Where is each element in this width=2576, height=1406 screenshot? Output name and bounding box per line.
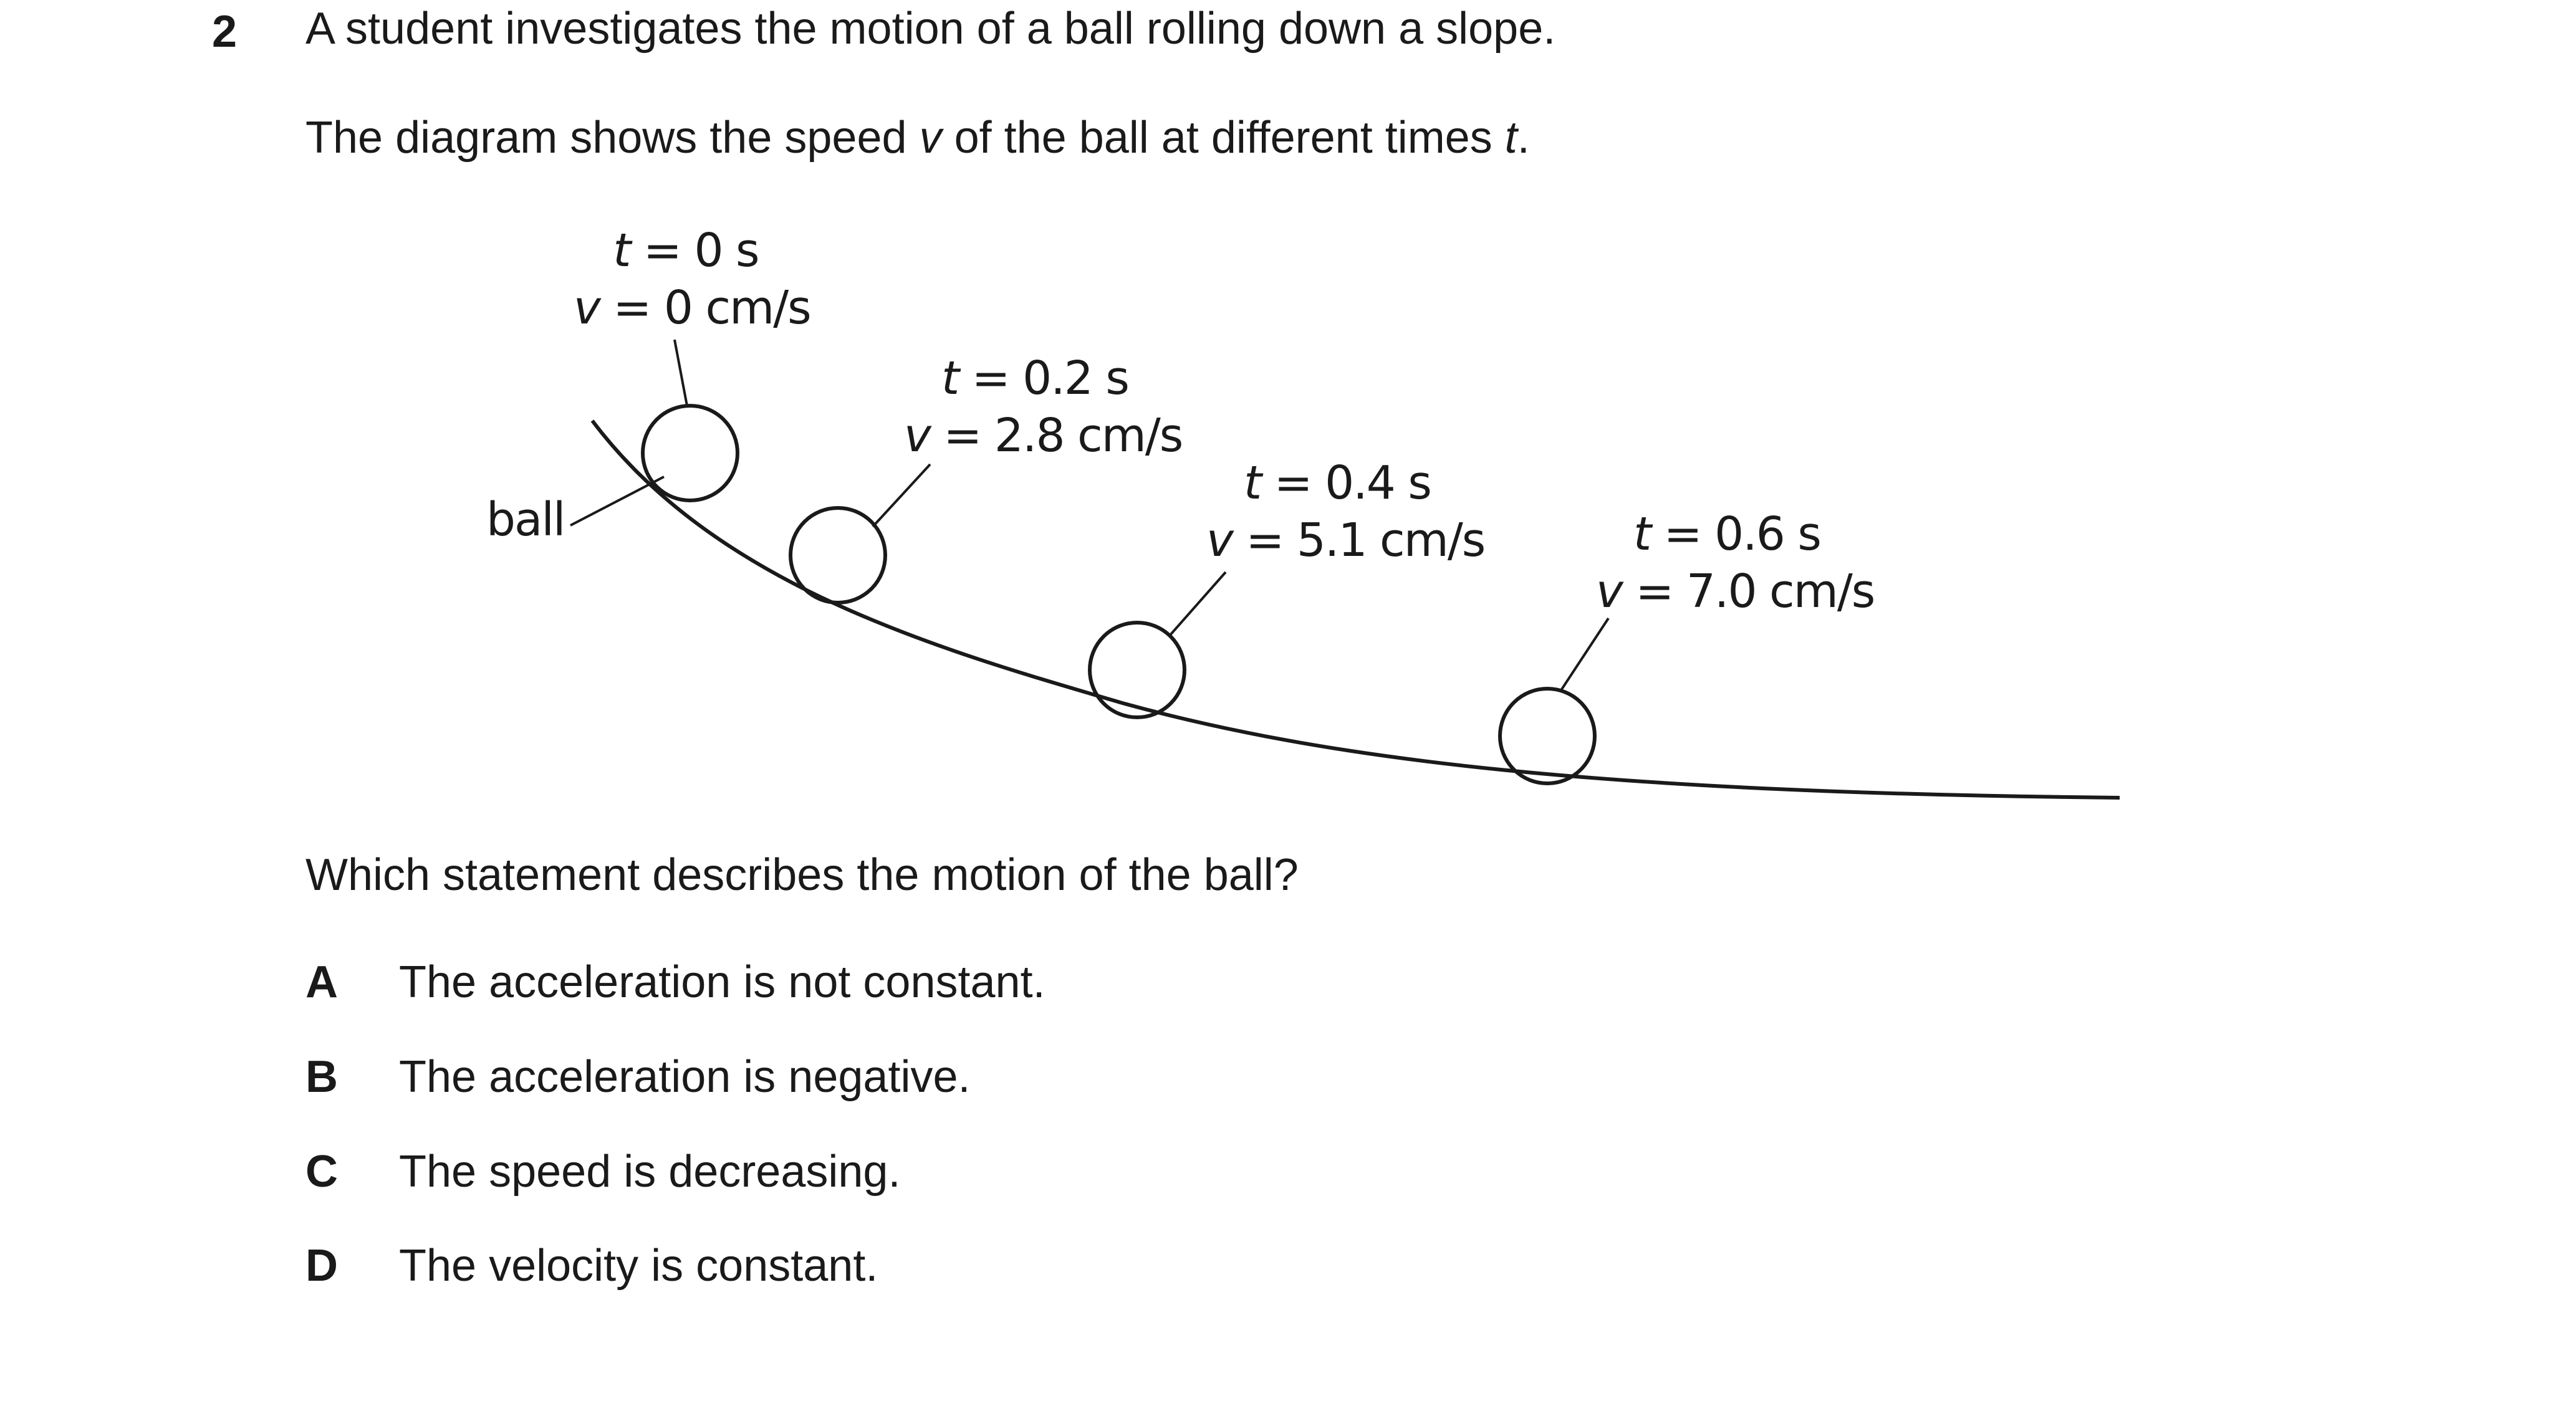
label-t0-speed: v = 0 cm/s — [574, 281, 812, 335]
slope-diagram — [570, 339, 2120, 800]
label-t02-time: t = 0.2 s — [941, 352, 1130, 405]
leader-t0 — [673, 339, 688, 406]
option-b-letter: B — [305, 1052, 338, 1102]
ball-t06 — [1498, 687, 1597, 785]
label-t04: t = 0.4 s v = 5.1 cm/s — [1206, 456, 1486, 567]
option-b-text: The acceleration is negative. — [399, 1052, 971, 1102]
label-t02-speed: v = 2.8 cm/s — [904, 409, 1183, 462]
ball-t04 — [1088, 621, 1186, 719]
label-t06-speed: v = 7.0 cm/s — [1596, 565, 1875, 618]
label-t0: t = 0 s v = 0 cm/s — [574, 224, 812, 335]
ball-t0 — [641, 404, 739, 502]
leader-t02 — [872, 463, 931, 528]
ball-label: ball — [486, 493, 565, 547]
option-d-text: The velocity is constant. — [399, 1241, 878, 1291]
label-t06: t = 0.6 s v = 7.0 cm/s — [1596, 507, 1875, 618]
option-c-text: The speed is decreasing. — [399, 1147, 901, 1197]
label-t04-speed: v = 5.1 cm/s — [1206, 514, 1486, 567]
leader-t06 — [1560, 617, 1610, 691]
option-a-text: The acceleration is not constant. — [399, 957, 1045, 1007]
label-t06-time: t = 0.6 s — [1633, 507, 1822, 561]
label-t0-time: t = 0 s — [613, 224, 759, 277]
option-d-letter: D — [305, 1241, 338, 1291]
option-a-letter: A — [305, 957, 338, 1007]
question-stem-line2: The diagram shows the speed v of the bal… — [305, 113, 1530, 163]
question-prompt: Which statement describes the motion of … — [305, 850, 1299, 900]
option-c-letter: C — [305, 1147, 338, 1197]
question-number: 2 — [212, 7, 238, 57]
leader-t04 — [1168, 571, 1227, 637]
ball-label-leader — [570, 476, 665, 527]
label-t04-time: t = 0.4 s — [1244, 456, 1432, 510]
question-stem-line1: A student investigates the motion of a b… — [305, 4, 1556, 54]
slope-curve — [590, 419, 2120, 800]
ball-t02 — [789, 506, 887, 605]
label-t02: t = 0.2 s v = 2.8 cm/s — [904, 352, 1183, 462]
